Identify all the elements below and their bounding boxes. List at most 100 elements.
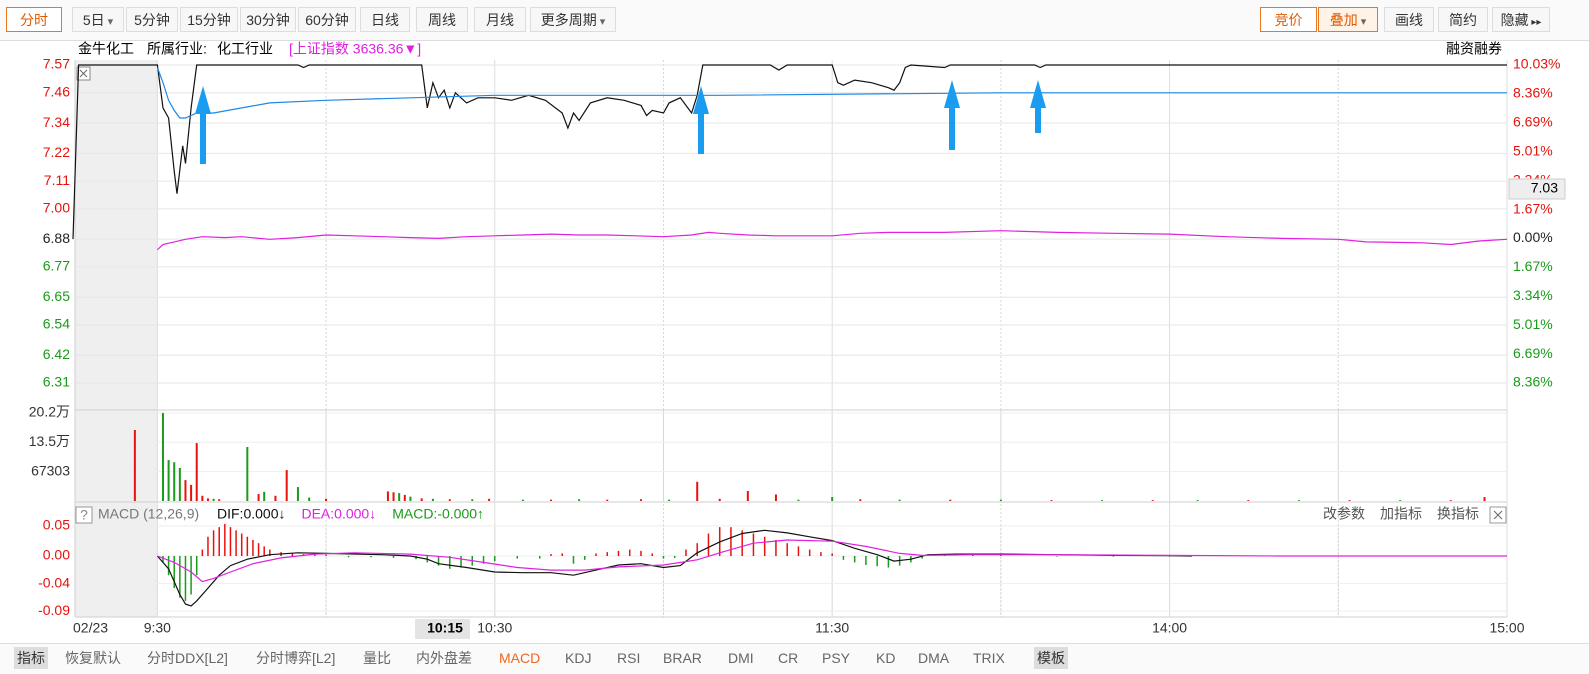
volume-bar xyxy=(1050,500,1053,501)
indicator-action[interactable]: 加指标 xyxy=(1380,506,1422,522)
volume-bar xyxy=(999,499,1002,501)
industry: 化工行业 xyxy=(217,41,273,57)
tab-button[interactable]: 60分钟 xyxy=(298,7,356,32)
tab[interactable]: 分时DDX[L2] xyxy=(147,650,228,666)
y2-tick-label: 6.69% xyxy=(1513,113,1553,129)
volume-bar xyxy=(1399,500,1402,501)
volume-bar xyxy=(774,494,777,501)
volume-bar xyxy=(161,413,164,501)
tab[interactable]: CR xyxy=(778,650,799,666)
y2-tick-label: 10.03% xyxy=(1513,56,1560,72)
volume-bar xyxy=(639,499,642,501)
volume-bar xyxy=(859,499,862,501)
tab[interactable]: 内外盘差 xyxy=(416,650,472,666)
macd-bar xyxy=(291,553,294,556)
x-tick-label: 10:30 xyxy=(477,620,512,636)
indicator-close[interactable] xyxy=(1489,506,1507,524)
macd-bar xyxy=(865,555,867,565)
y2-tick-label: 3.34% xyxy=(1513,287,1553,303)
macd-bar xyxy=(617,550,620,556)
volume-bar xyxy=(173,462,176,501)
tab-button[interactable]: 月线 xyxy=(474,7,526,32)
tool-button[interactable]: 隐藏 xyxy=(1492,7,1550,32)
tab[interactable]: 分时博弈[L2] xyxy=(256,650,336,666)
tab[interactable]: 指标 xyxy=(14,647,48,669)
tab[interactable]: RSI xyxy=(617,650,641,666)
macd-bar xyxy=(763,536,766,556)
macd-bar xyxy=(207,536,209,556)
y-tick-label: 7.57 xyxy=(43,56,70,72)
volume-bar xyxy=(403,494,406,501)
y2-tick-label: 8.36% xyxy=(1513,85,1553,101)
tab[interactable]: KDJ xyxy=(565,650,592,666)
volume-bar xyxy=(1297,500,1300,501)
macd-bar xyxy=(392,555,395,558)
y2-tick-label: 6.69% xyxy=(1513,345,1553,361)
tab[interactable]: DMA xyxy=(918,650,950,666)
tab-button[interactable]: 15分钟 xyxy=(180,7,238,32)
tab-button[interactable]: 5分钟 xyxy=(126,7,178,32)
tab[interactable]: KD xyxy=(876,650,896,666)
crosshair-time: 10:15 xyxy=(427,620,463,636)
tab[interactable]: PSY xyxy=(822,650,851,666)
macd-bar xyxy=(190,555,192,595)
macd-bar xyxy=(752,533,755,556)
tab[interactable]: TRIX xyxy=(973,650,1005,666)
macd-bar xyxy=(685,549,687,556)
macd-bar xyxy=(741,530,743,556)
indicator-action[interactable]: 换指标 xyxy=(1437,506,1479,522)
macd-bar xyxy=(775,539,777,556)
legend-entry: MACD:-0.000↑ xyxy=(392,506,484,522)
macd-help[interactable]: ? xyxy=(75,506,93,524)
volume-bar xyxy=(274,495,277,501)
y-tick-label: 7.11 xyxy=(44,172,70,188)
index-overlay[interactable]: [上证指数 3636.36▼] xyxy=(289,41,421,57)
volume-bar xyxy=(184,480,187,501)
volume-bar xyxy=(718,498,721,501)
tab-button[interactable]: 30分钟 xyxy=(240,7,296,32)
y2-tick-label: 1.67% xyxy=(1513,258,1553,274)
y2-tick-label: 1.67% xyxy=(1513,200,1553,216)
y-tick-label: 0.05 xyxy=(43,517,70,533)
close-icon[interactable] xyxy=(76,66,91,81)
tab[interactable]: 恢复默认 xyxy=(65,650,121,666)
volume-bar xyxy=(668,499,671,501)
tab-button[interactable]: 更多周期 xyxy=(530,7,616,32)
tool-button[interactable]: 简约 xyxy=(1438,7,1488,32)
volume-bar xyxy=(488,498,491,501)
tool-button[interactable]: 叠加 xyxy=(1318,7,1378,32)
macd-bar xyxy=(583,555,586,560)
tab-button[interactable]: 周线 xyxy=(416,7,468,32)
x-tick-label: 14:00 xyxy=(1152,620,1187,636)
tab-button[interactable]: 5日 xyxy=(72,7,124,32)
macd-bar xyxy=(252,539,254,556)
macd-bar xyxy=(269,549,271,556)
tab[interactable]: BRAR xyxy=(663,650,702,666)
macd-bar xyxy=(516,555,519,559)
volume-bar xyxy=(550,499,552,501)
tab[interactable]: DMI xyxy=(728,650,754,666)
tool-button[interactable]: 画线 xyxy=(1384,7,1434,32)
volume-bar xyxy=(178,467,181,501)
volume-bar xyxy=(797,499,800,501)
macd-bar xyxy=(460,555,462,568)
y-tick-label: 6.88 xyxy=(43,230,70,246)
volume-bar xyxy=(392,492,395,501)
volume-bar xyxy=(246,446,249,501)
tab-button[interactable]: 分时 xyxy=(6,7,62,32)
y-tick-label: 6.42 xyxy=(43,346,70,362)
tab[interactable]: 量比 xyxy=(363,650,391,666)
volume-bar xyxy=(448,499,451,501)
tab[interactable]: 模板 xyxy=(1034,647,1068,669)
y-tick-label: -0.09 xyxy=(38,602,70,618)
volume-bar xyxy=(218,499,221,501)
tool-button[interactable]: 竞价 xyxy=(1260,7,1317,32)
y-tick-label: 7.22 xyxy=(43,144,70,160)
macd-bar xyxy=(696,543,698,556)
indicator-action[interactable]: 改参数 xyxy=(1323,506,1365,522)
macd-bar xyxy=(240,533,243,556)
tab[interactable]: MACD xyxy=(499,650,541,666)
margin-trading[interactable]: 融资融券 xyxy=(1446,41,1502,57)
line xyxy=(156,529,1193,607)
tab-button[interactable]: 日线 xyxy=(360,7,410,32)
